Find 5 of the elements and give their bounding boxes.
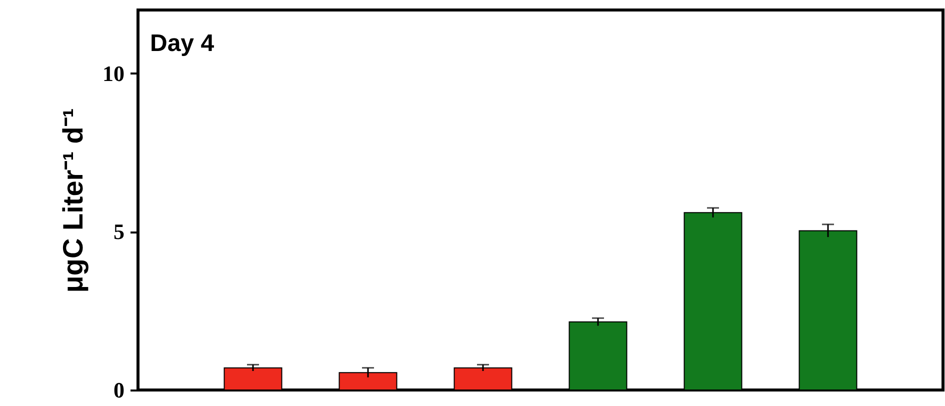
y-tick-label: 5 [114, 219, 124, 244]
annotation: Day 4 [150, 30, 215, 57]
y-tick-label: 0 [114, 378, 124, 402]
y-axis-title: μgC Liter⁻¹ d⁻¹ [58, 108, 88, 293]
y-tick-label: 10 [102, 60, 124, 86]
